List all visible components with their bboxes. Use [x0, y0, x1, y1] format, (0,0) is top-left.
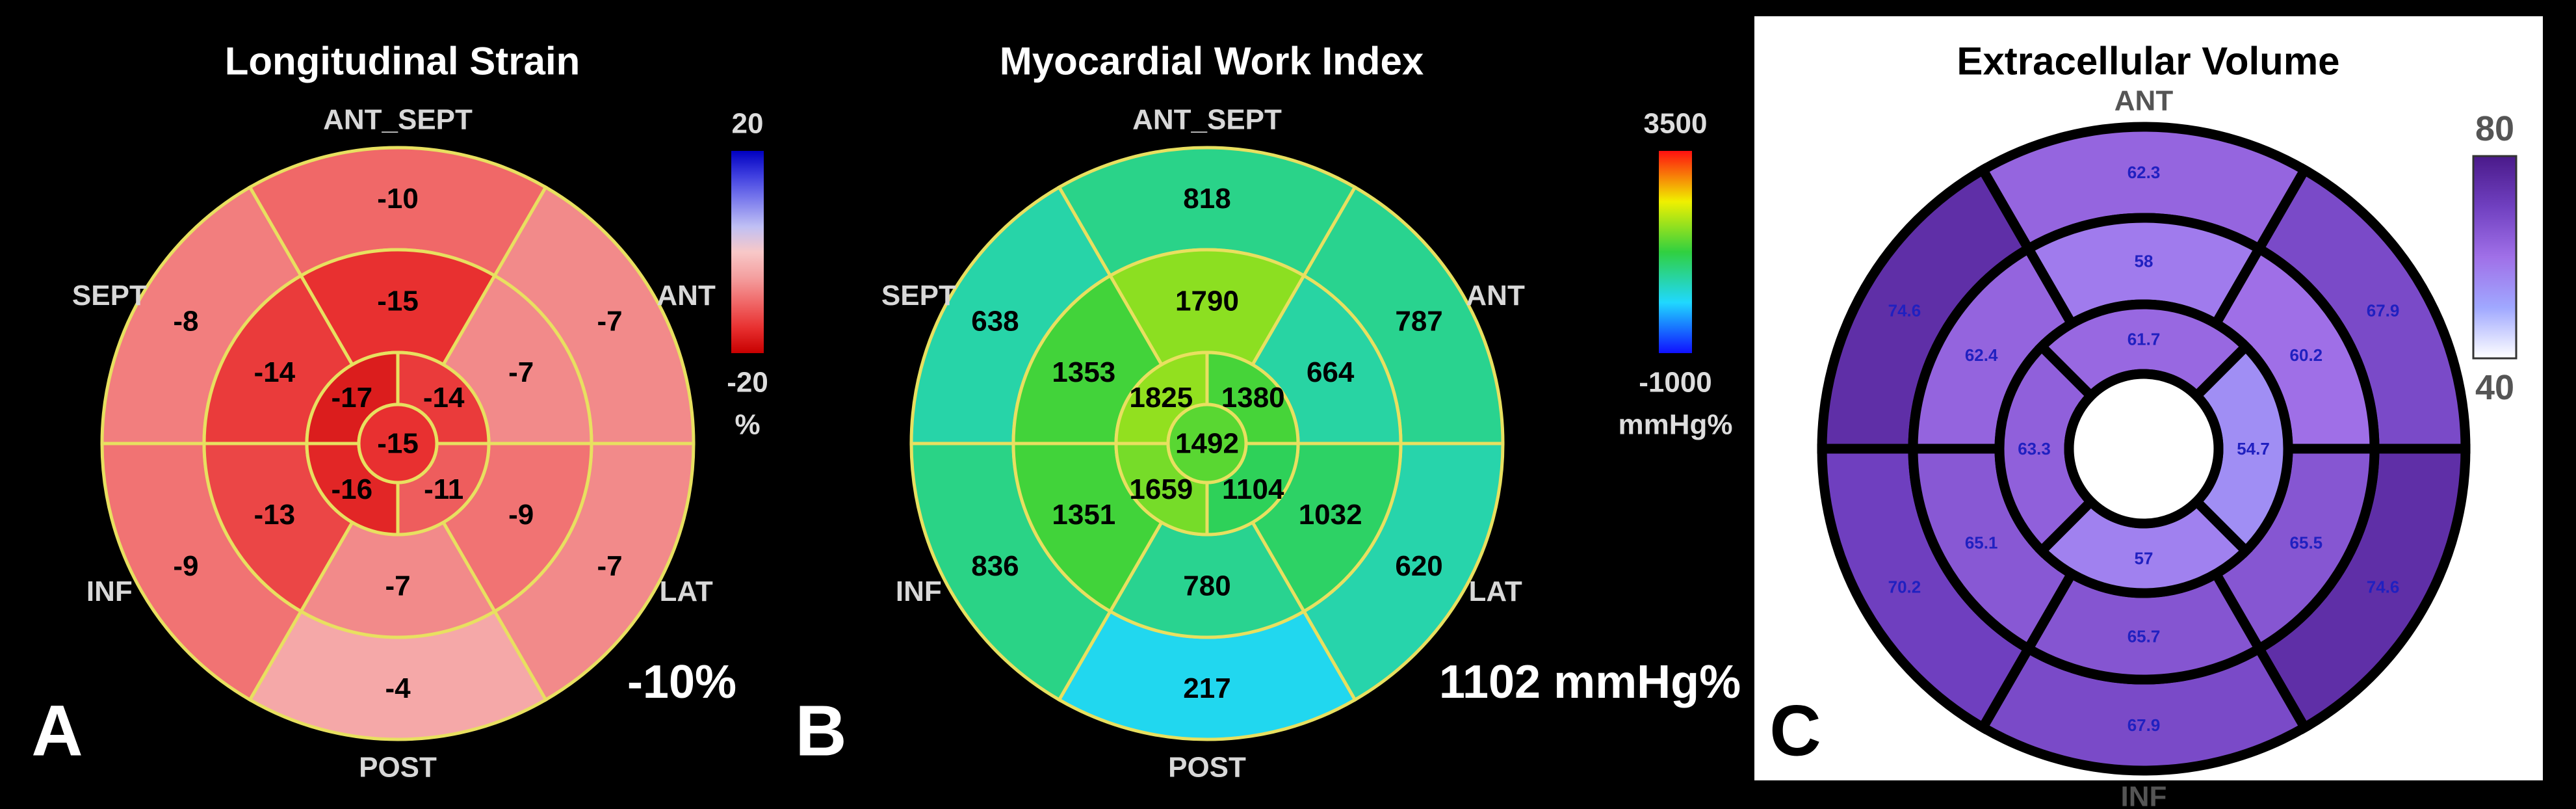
wall-label: ANT_SEPT	[1132, 104, 1282, 136]
segment-label: 63.3	[2018, 439, 2051, 458]
colorbar-min-label: 40	[2475, 368, 2514, 407]
segment-label: -9	[508, 499, 534, 531]
colorbar-max-label: 3500	[1644, 108, 1708, 140]
segment-label: 54.7	[2237, 439, 2270, 458]
wall-label: POST	[1168, 752, 1246, 784]
segment-label: -16	[331, 473, 372, 505]
segment-label: 780	[1183, 570, 1230, 602]
segment-label: 1353	[1052, 356, 1115, 388]
panel-letter: C	[1769, 691, 1821, 771]
segment-label: -15	[377, 428, 419, 460]
wall-label: ANT_SEPT	[323, 104, 473, 136]
segment-label: -14	[423, 382, 465, 414]
wall-label: INF	[896, 576, 942, 607]
segment-label: -13	[254, 499, 296, 531]
segment-label: 65.1	[1965, 533, 1998, 552]
segment-label: 74.6	[2367, 577, 2400, 597]
wall-label: LAT	[659, 576, 712, 607]
segment-label: -15	[377, 285, 419, 317]
colorbar-min-label: -1000	[1639, 367, 1712, 399]
segment-label: -8	[173, 305, 198, 337]
apex-segment	[357, 403, 439, 484]
wall-label: SEPT	[72, 280, 147, 312]
segment-label: 1351	[1052, 499, 1115, 531]
segment-label: 62.3	[2127, 163, 2161, 182]
panel-title: Myocardial Work Index	[1000, 40, 1424, 83]
bullseye-panel: -10 -7 -7 -4 -9 -8 -15 -7 -9 -7 -13 -14 -14 -11 -16 -17…	[31, 40, 768, 784]
segment-label: 818	[1183, 183, 1230, 215]
colorbar-max-label: 80	[2475, 109, 2514, 148]
bullseye-panel: 62.3 67.9 74.6 67.9 70.2 74.6 58 60.2 65.5 65.7 65…	[1769, 40, 2517, 809]
segment-label: 58	[2135, 252, 2153, 271]
wall-label: POST	[359, 752, 437, 784]
bullseye-panel: 818 787 620 217 836 638 1790 664 1032 780 1351 1353…	[795, 40, 1741, 784]
segment-label: -7	[597, 305, 622, 337]
wall-label: SEPT	[881, 280, 956, 312]
panel-title: Longitudinal Strain	[225, 40, 580, 83]
segment-label: -14	[254, 356, 296, 388]
colorbar-min-label: -20	[727, 367, 768, 399]
segment-label: -10	[377, 183, 419, 215]
panel-title: Extracellular Volume	[1957, 40, 2339, 83]
segment-label: 74.6	[1888, 301, 1921, 321]
wall-label: INF	[2121, 781, 2167, 809]
segment-label: -7	[385, 570, 410, 602]
colorbar-unit: %	[735, 409, 760, 441]
segment-label: 70.2	[1888, 577, 1921, 597]
apex-segment	[1166, 403, 1248, 484]
colorbar	[731, 151, 764, 353]
segment-label: 638	[971, 305, 1019, 337]
segment-label: 1492	[1175, 428, 1239, 460]
segment-label: -7	[508, 356, 534, 388]
segment-label: 1790	[1175, 285, 1239, 317]
panel-letter: A	[31, 691, 83, 771]
segment-label: 836	[971, 550, 1019, 582]
segment-label: 65.5	[2290, 533, 2323, 552]
segment-label: -4	[385, 672, 411, 704]
segment-label: 620	[1395, 550, 1442, 582]
segment-label: 1825	[1129, 382, 1193, 414]
segment-label: -7	[597, 550, 622, 582]
wall-label: INF	[86, 576, 133, 607]
panel-letter: B	[795, 691, 846, 771]
colorbar	[1659, 151, 1692, 353]
colorbar-unit: mmHg%	[1618, 409, 1732, 441]
segment-label: 67.9	[2127, 715, 2161, 735]
segment-label: -11	[424, 473, 463, 505]
colorbar	[2472, 155, 2517, 360]
summary-value: -10%	[627, 656, 736, 708]
segment-label: 1659	[1129, 473, 1193, 505]
segment-label: 217	[1183, 672, 1230, 704]
segment-label: 61.7	[2127, 330, 2161, 349]
segment-label: 65.7	[2127, 627, 2161, 646]
summary-value: 1102 mmHg%	[1439, 656, 1741, 708]
wall-label: ANT	[657, 280, 716, 312]
segment-label: -9	[173, 550, 198, 582]
segment-label: 60.2	[2290, 345, 2323, 365]
segment-label: 1032	[1299, 499, 1362, 531]
segment-label: 57	[2135, 549, 2153, 568]
segment-label: 62.4	[1965, 345, 1998, 365]
wall-label: ANT	[2114, 85, 2174, 117]
segment-label: 1380	[1221, 382, 1285, 414]
segment-label: 787	[1395, 305, 1442, 337]
center-hole	[2064, 369, 2224, 529]
wall-label: ANT	[1466, 280, 1525, 312]
segment-label: 67.9	[2367, 301, 2400, 321]
segment-label: 664	[1307, 356, 1355, 388]
wall-label: LAT	[1468, 576, 1522, 607]
segment-label: -17	[331, 382, 372, 414]
colorbar-max-label: 20	[732, 108, 764, 140]
segment-label: 1104	[1222, 473, 1284, 505]
